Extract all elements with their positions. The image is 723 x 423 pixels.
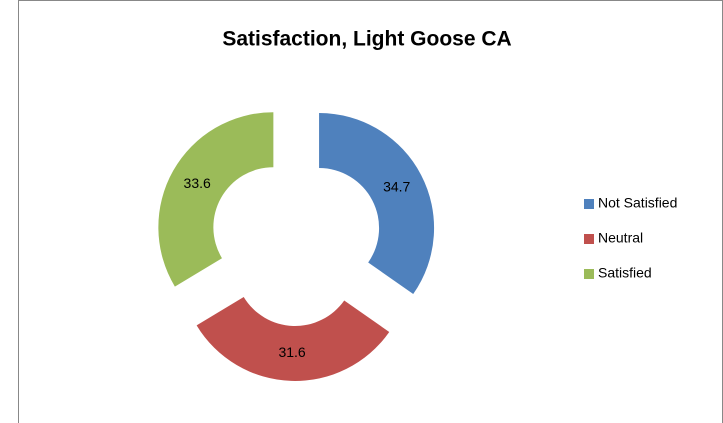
donut-slice (158, 112, 274, 287)
legend-label: Not Satisfied (598, 195, 677, 211)
legend-swatch (584, 234, 594, 244)
donut-slice (196, 296, 390, 381)
legend-label: Satisfied (598, 265, 652, 281)
legend-swatch (584, 269, 594, 279)
chart-frame (18, 0, 723, 423)
data-label: 31.6 (278, 344, 305, 360)
data-label: 33.6 (184, 175, 211, 191)
legend-label: Neutral (598, 230, 643, 246)
legend-swatch (584, 199, 594, 209)
chart-title: Satisfaction, Light Goose CA (222, 28, 511, 51)
data-label: 34.7 (383, 178, 410, 194)
donut-slice (319, 113, 435, 295)
